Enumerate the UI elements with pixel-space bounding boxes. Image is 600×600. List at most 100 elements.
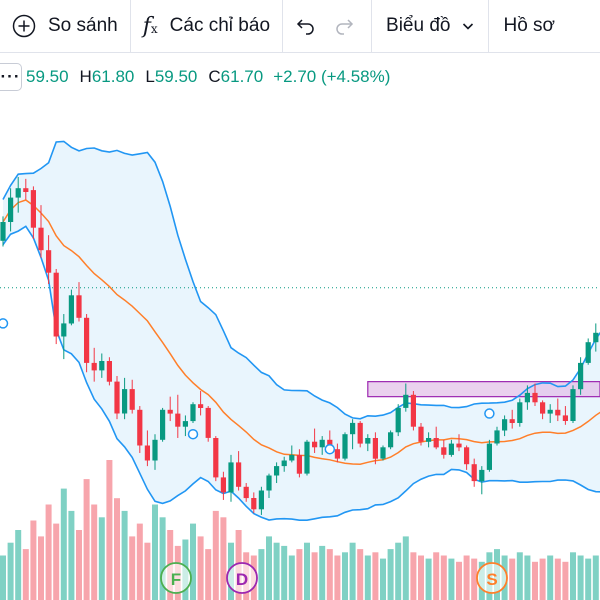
candle [562, 406, 568, 425]
bollinger-upper-line [2, 140, 600, 420]
candle-body [68, 295, 74, 324]
candle-body [418, 426, 424, 442]
candle-body [502, 419, 508, 431]
candle [182, 415, 188, 437]
candle [46, 235, 52, 284]
bollinger-lower-line [2, 225, 600, 522]
candle-body [190, 404, 196, 422]
candle-body [137, 409, 143, 446]
add-circle-icon [12, 14, 36, 38]
toolbar-divider [488, 0, 490, 52]
volume-bar [296, 549, 303, 600]
candle [555, 398, 561, 422]
candle-body [258, 490, 264, 510]
candle-body [380, 447, 386, 459]
volume-bar [410, 552, 417, 600]
candle-body [357, 422, 363, 444]
candle-body [395, 407, 401, 433]
candle-body [38, 227, 44, 251]
candle [426, 432, 432, 448]
candle [388, 430, 394, 450]
chart-type-button[interactable]: Biểu đồ [372, 0, 488, 52]
candle-body [350, 422, 356, 435]
candle [350, 419, 356, 450]
volume-bar [516, 552, 523, 600]
candle-body [319, 439, 325, 448]
low-label: L [145, 67, 155, 86]
candle [494, 426, 500, 446]
candle-body [403, 394, 409, 408]
candle-body [448, 443, 454, 455]
candle-body [532, 392, 538, 403]
candle [30, 186, 36, 239]
candle [144, 430, 150, 467]
volume-bar [281, 545, 288, 600]
indicators-button[interactable]: fx Các chỉ báo [131, 0, 282, 52]
volume-bar [106, 460, 113, 600]
volume-bar [76, 530, 82, 600]
candle [76, 282, 82, 322]
candle-body [578, 362, 584, 390]
candle [228, 454, 234, 502]
candle-body [15, 188, 21, 198]
volume-bar [197, 536, 204, 600]
volume-bar [592, 555, 599, 600]
candle-body [304, 441, 310, 474]
candle-body [114, 381, 120, 414]
volume-bar [22, 549, 29, 600]
volume-bar [212, 510, 219, 600]
candle-body [220, 477, 226, 493]
volume-bar [60, 488, 67, 600]
candle-body [365, 438, 371, 444]
volume-bar [266, 536, 272, 600]
candle-body [182, 421, 188, 427]
candle-body [228, 462, 234, 493]
candle-body [570, 389, 576, 421]
compare-button[interactable]: So sánh [0, 0, 130, 52]
candle-body [251, 498, 257, 510]
candle [251, 492, 257, 514]
candle [319, 436, 325, 455]
volume-bar [304, 542, 310, 600]
candle-body [281, 460, 287, 467]
candle [342, 432, 348, 461]
candle-body [61, 323, 67, 337]
volume-bar [570, 552, 576, 600]
candle [296, 449, 302, 478]
candle [509, 409, 515, 429]
candle-body [106, 361, 112, 382]
volume-bar [15, 530, 22, 600]
candle-body [471, 464, 477, 482]
close-label: C [208, 67, 221, 86]
candle-body [198, 404, 204, 408]
toolbar-divider [282, 0, 284, 52]
top-toolbar: So sánh fx Các chỉ báo Biểu đồ Hồ sơ [0, 0, 600, 53]
volume-bar [273, 542, 280, 600]
candle-circle-marker [484, 408, 495, 419]
candle [395, 404, 401, 437]
volume-bar [539, 558, 546, 600]
redo-icon [333, 14, 357, 38]
candle-body [122, 389, 128, 414]
volume-bar [190, 523, 196, 600]
candle [167, 396, 173, 422]
candle-body [0, 222, 6, 241]
more-options-icon[interactable]: ··· [0, 63, 22, 91]
profile-button[interactable]: Hồ sơ [489, 0, 569, 52]
redo-button[interactable] [327, 0, 371, 52]
candle-body [8, 197, 14, 222]
candle [433, 426, 439, 450]
candle-body [372, 438, 378, 459]
candle [380, 445, 386, 461]
volume-bar [114, 498, 120, 600]
candle-body [433, 438, 439, 448]
volume-bar [524, 555, 531, 600]
candle-body [152, 439, 158, 461]
candle-body [266, 475, 272, 491]
close-value: 61.70 [220, 67, 264, 86]
function-icon: fx [142, 13, 158, 39]
candle-body [342, 434, 348, 459]
event-marker-label: D [236, 570, 248, 589]
undo-button[interactable] [283, 0, 327, 52]
